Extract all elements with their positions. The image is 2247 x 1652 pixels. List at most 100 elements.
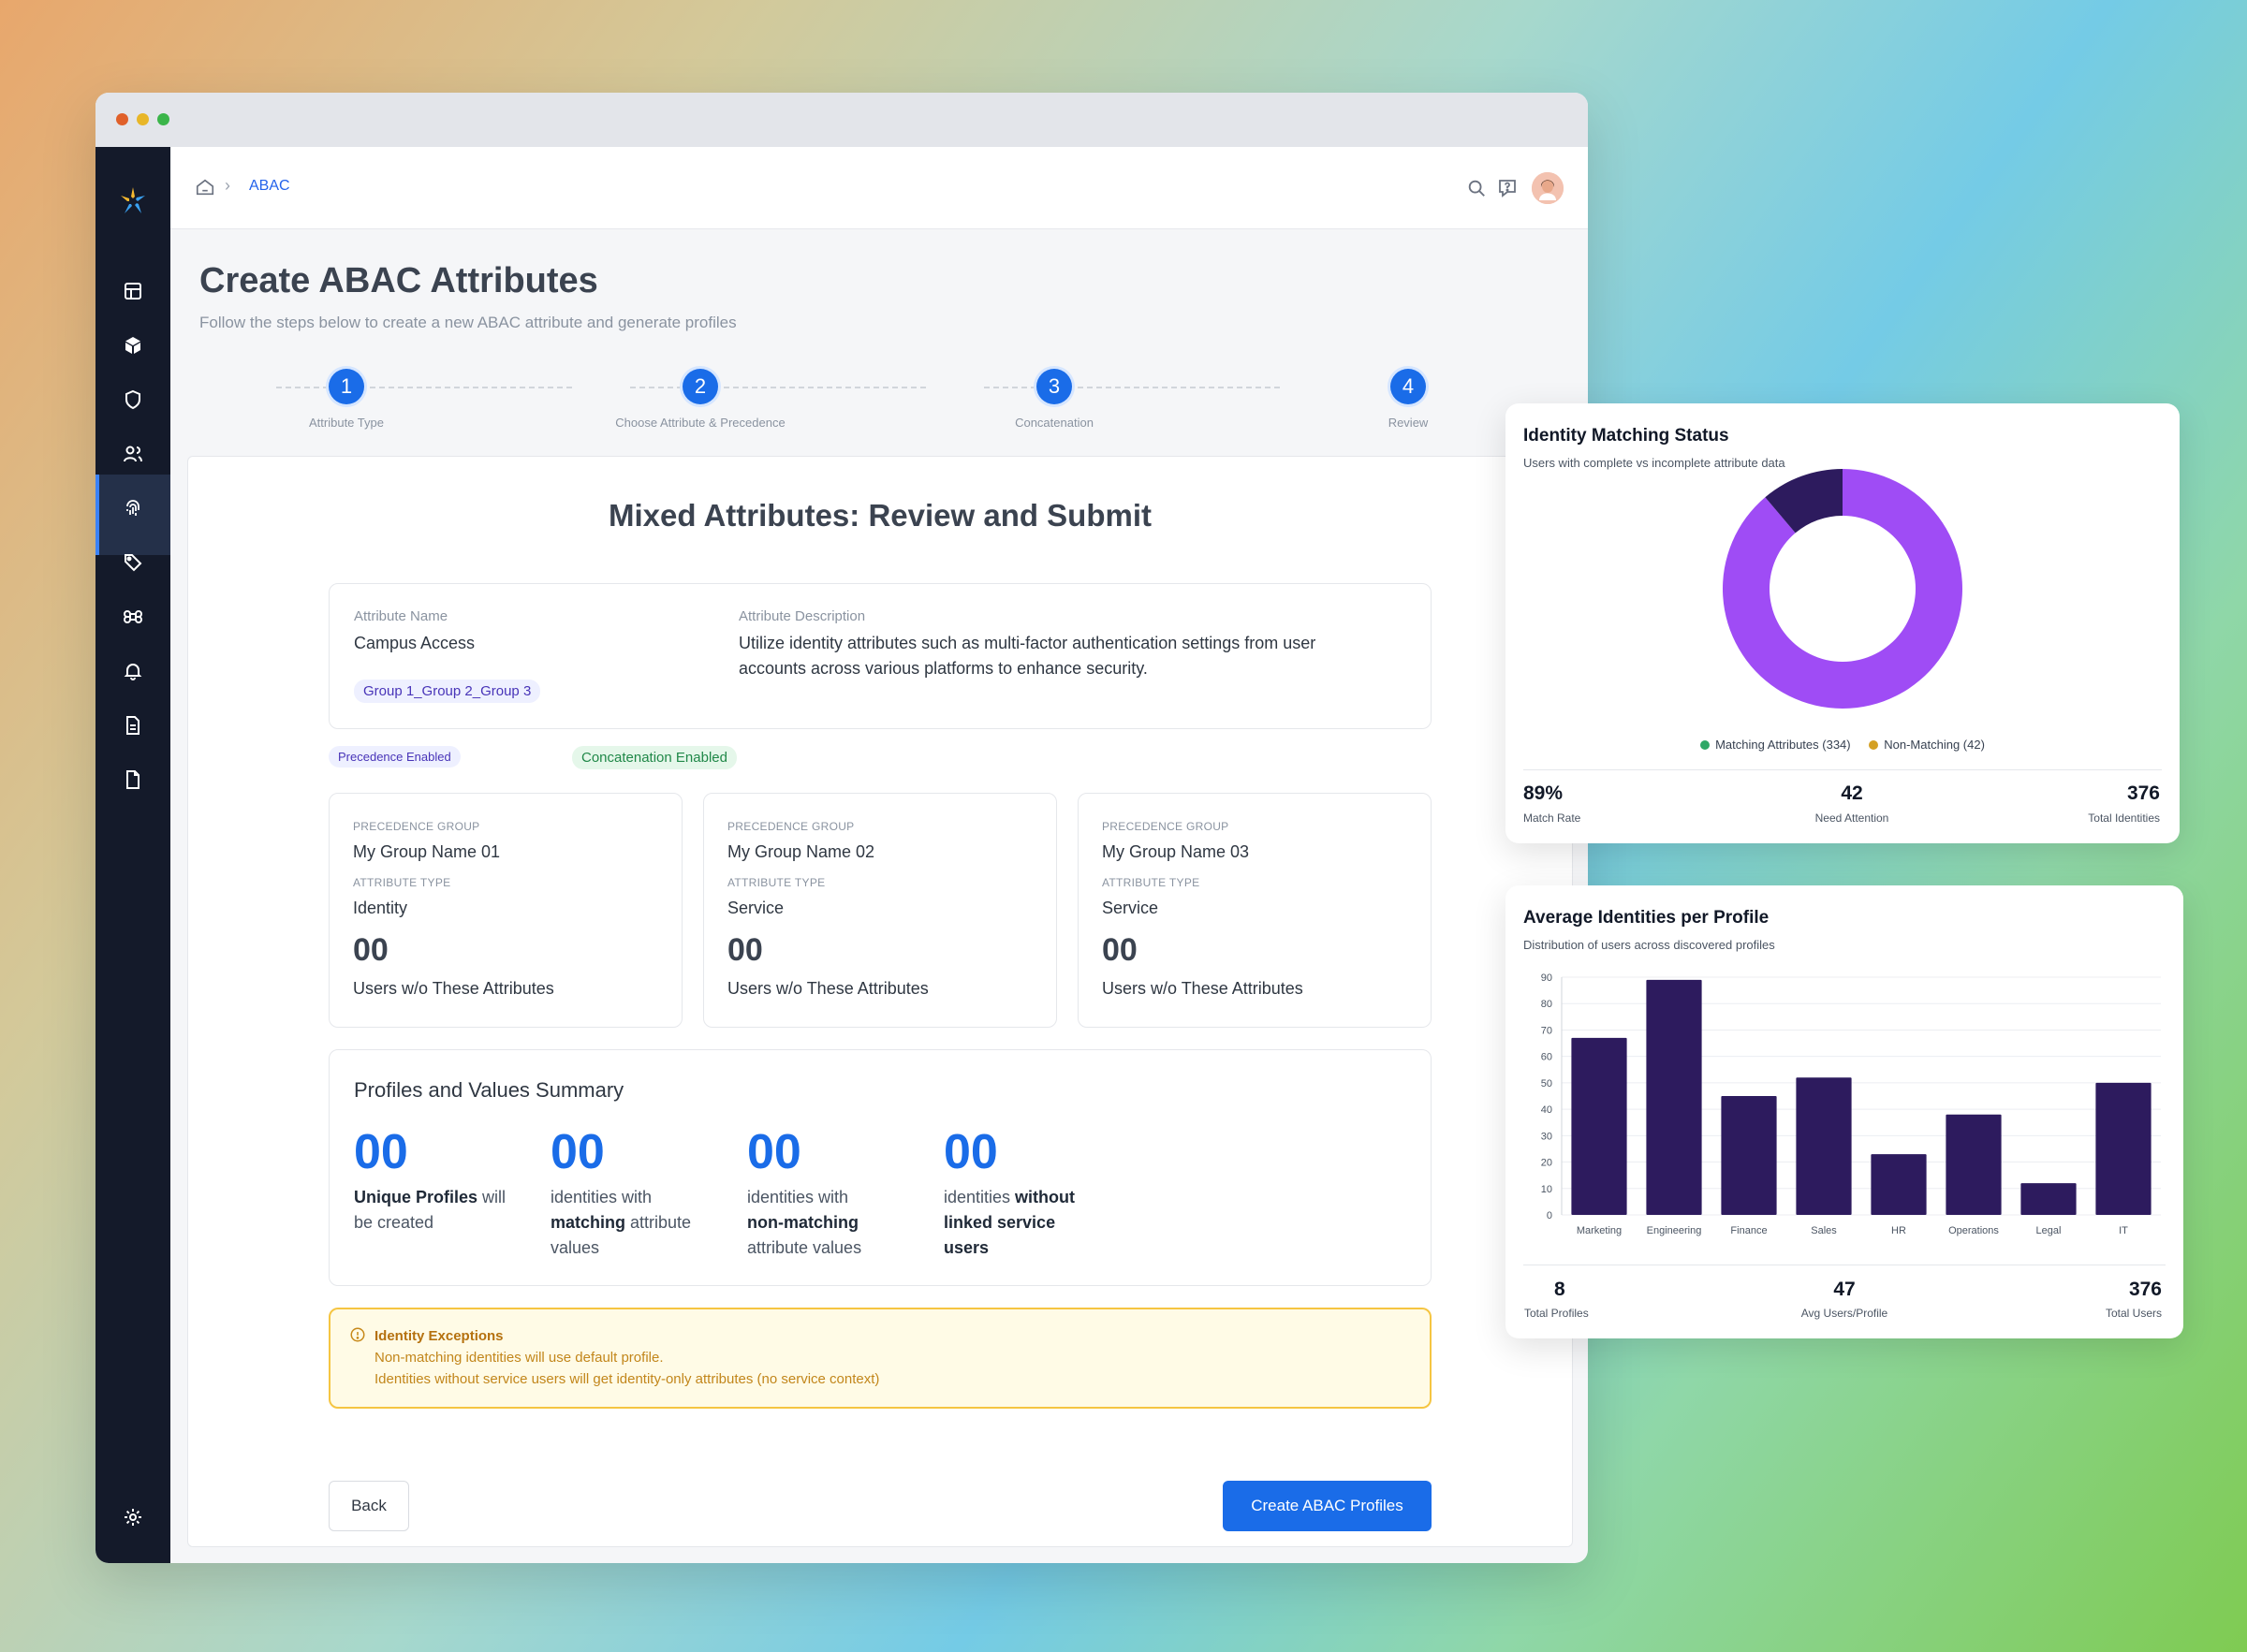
step-4-circle[interactable]: 4 [1390, 369, 1426, 404]
back-button[interactable]: Back [329, 1481, 409, 1531]
breadcrumb-current[interactable]: ABAC [249, 178, 290, 194]
profiles-summary-box: Profiles and Values Summary 00 Unique Pr… [329, 1049, 1432, 1286]
stepper: 1 2 3 4 Attribute Type Choose Attribute … [95, 369, 1588, 434]
attribute-details-box: Attribute Name Campus Access Group 1_Gro… [329, 583, 1432, 729]
concatenation-enabled-badge: Concatenation Enabled [572, 746, 737, 769]
attribute-type-caption: ATTRIBUTE TYPE [353, 876, 451, 889]
summary-text: Unique Profiles will be created [354, 1188, 507, 1232]
y-tick-label: 40 [1541, 1104, 1552, 1116]
legend-non-matching-swatch [1869, 740, 1879, 750]
window-close-button[interactable] [116, 113, 128, 125]
create-abac-profiles-button[interactable]: Create ABAC Profiles [1223, 1481, 1432, 1531]
app-logo-icon[interactable] [116, 184, 150, 218]
profiles-summary-title: Profiles and Values Summary [354, 1078, 624, 1102]
legend-matching-swatch [1700, 740, 1711, 750]
profile-panel-title: Average Identities per Profile [1523, 908, 1770, 928]
exceptions-title: Identity Exceptions [374, 1328, 504, 1344]
precedence-enabled-badge: Precedence Enabled [329, 746, 461, 768]
step-3-label: Concatenation [1015, 416, 1094, 430]
sidebar [95, 147, 170, 1563]
users-without-count: 00 [353, 932, 389, 968]
step-connector [630, 387, 926, 388]
summary-without-service-users: 00 identities without linked service use… [944, 1125, 1131, 1261]
attribute-group-tag: Group 1_Group 2_Group 3 [354, 680, 541, 703]
nav-command-icon[interactable] [122, 606, 144, 628]
x-tick-label: Operations [1948, 1225, 1999, 1236]
total-identities-value: 376 [2126, 782, 2160, 804]
y-tick-label: 90 [1541, 972, 1552, 984]
y-tick-label: 30 [1541, 1131, 1552, 1142]
info-circle-icon [350, 1327, 365, 1342]
profile-bar-chart: 0 10 20 30 40 50 60 70 80 90 Marketing Engineering F… [1541, 972, 2161, 1236]
window-minimize-button[interactable] [137, 113, 149, 125]
attribute-type-value: Identity [353, 899, 408, 917]
nav-users-icon[interactable] [122, 443, 144, 465]
donut-legend: Matching Attributes (334) Non-Matching (… [1505, 738, 2180, 752]
y-tick-label: 70 [1541, 1025, 1552, 1036]
users-without-count: 00 [1102, 932, 1138, 968]
nav-shield-icon[interactable] [122, 388, 144, 411]
nav-file-icon[interactable] [122, 768, 144, 791]
bar-finance [1721, 1096, 1777, 1215]
precedence-group-name: My Group Name 03 [1102, 842, 1250, 861]
summary-number: 00 [747, 1125, 801, 1179]
nav-active-indicator [95, 475, 170, 555]
attribute-name-value: Campus Access [354, 634, 476, 652]
home-icon[interactable] [195, 177, 215, 197]
summary-text: identities with non-matching attribute v… [747, 1188, 862, 1257]
total-users-label: Total Users [2105, 1307, 2162, 1320]
nav-bell-icon[interactable] [122, 660, 144, 682]
summary-text: identities with matching attribute value… [551, 1188, 692, 1257]
donut-slice-non-matching [1765, 469, 1843, 534]
identity-matching-panel: Identity Matching Status Users with comp… [1505, 403, 2180, 843]
total-identities-label: Total Identities [2088, 811, 2160, 825]
app-window: › ABAC Create ABAC Attributes Follow the… [95, 93, 1588, 1563]
step-4-label: Review [1388, 416, 1429, 430]
help-chat-icon[interactable] [1496, 177, 1519, 199]
search-icon[interactable] [1466, 178, 1487, 198]
nav-table-icon[interactable] [122, 280, 144, 302]
settings-gear-icon[interactable] [122, 1506, 144, 1528]
nav-tag-icon[interactable] [122, 551, 144, 574]
users-without-count: 00 [727, 932, 763, 968]
bar-it [2095, 1082, 2152, 1215]
precedence-group-card: PRECEDENCE GROUP My Group Name 03 ATTRIB… [1078, 793, 1432, 1028]
step-2-circle[interactable]: 2 [683, 369, 718, 404]
nav-fingerprint-icon[interactable] [122, 497, 144, 519]
profile-panel-subtitle: Distribution of users across discovered … [1523, 938, 1775, 952]
summary-number: 00 [944, 1125, 998, 1179]
step-connector [984, 387, 1280, 388]
bar-engineering [1646, 979, 1702, 1215]
summary-unique-profiles: 00 Unique Profiles will be created [354, 1125, 541, 1235]
summary-text: identities without linked service users [944, 1188, 1076, 1257]
precedence-group-name: My Group Name 02 [727, 842, 875, 861]
x-tick-label: IT [2119, 1225, 2128, 1236]
review-title: Mixed Attributes: Review and Submit [608, 498, 1152, 533]
attribute-type-value: Service [727, 899, 785, 917]
step-3-circle[interactable]: 3 [1036, 369, 1072, 404]
precedence-group-card: PRECEDENCE GROUP My Group Name 01 ATTRIB… [329, 793, 683, 1028]
y-tick-label: 10 [1541, 1184, 1552, 1195]
user-avatar[interactable] [1532, 172, 1564, 204]
bar-operations [1946, 1114, 2002, 1215]
donut-slice-matching-attributes [1723, 469, 1962, 709]
step-1-label: Attribute Type [309, 416, 384, 430]
attribute-description-line-1: Utilize identity attributes such as mult… [739, 634, 1316, 652]
bar-marketing [1571, 1037, 1627, 1215]
bar-legal [2020, 1183, 2077, 1215]
top-bar: › ABAC [170, 147, 1588, 229]
bar-hr [1871, 1154, 1927, 1215]
step-2-label: Choose Attribute & Precedence [615, 416, 786, 430]
nav-document-icon[interactable] [122, 714, 144, 737]
step-1-circle[interactable]: 1 [329, 369, 364, 404]
nav-cube-icon[interactable] [122, 334, 144, 357]
x-tick-label: Sales [1811, 1225, 1837, 1236]
window-maximize-button[interactable] [157, 113, 169, 125]
precedence-group-caption: PRECEDENCE GROUP [727, 820, 855, 833]
exceptions-line-2: Identities without service users will ge… [374, 1371, 880, 1387]
step-connector [276, 387, 572, 388]
avg-users-value: 47 [1833, 1279, 1856, 1300]
need-attention-value: 42 [1841, 782, 1863, 804]
summary-number: 00 [551, 1125, 605, 1179]
users-without-label: Users w/o These Attributes [1102, 979, 1303, 998]
